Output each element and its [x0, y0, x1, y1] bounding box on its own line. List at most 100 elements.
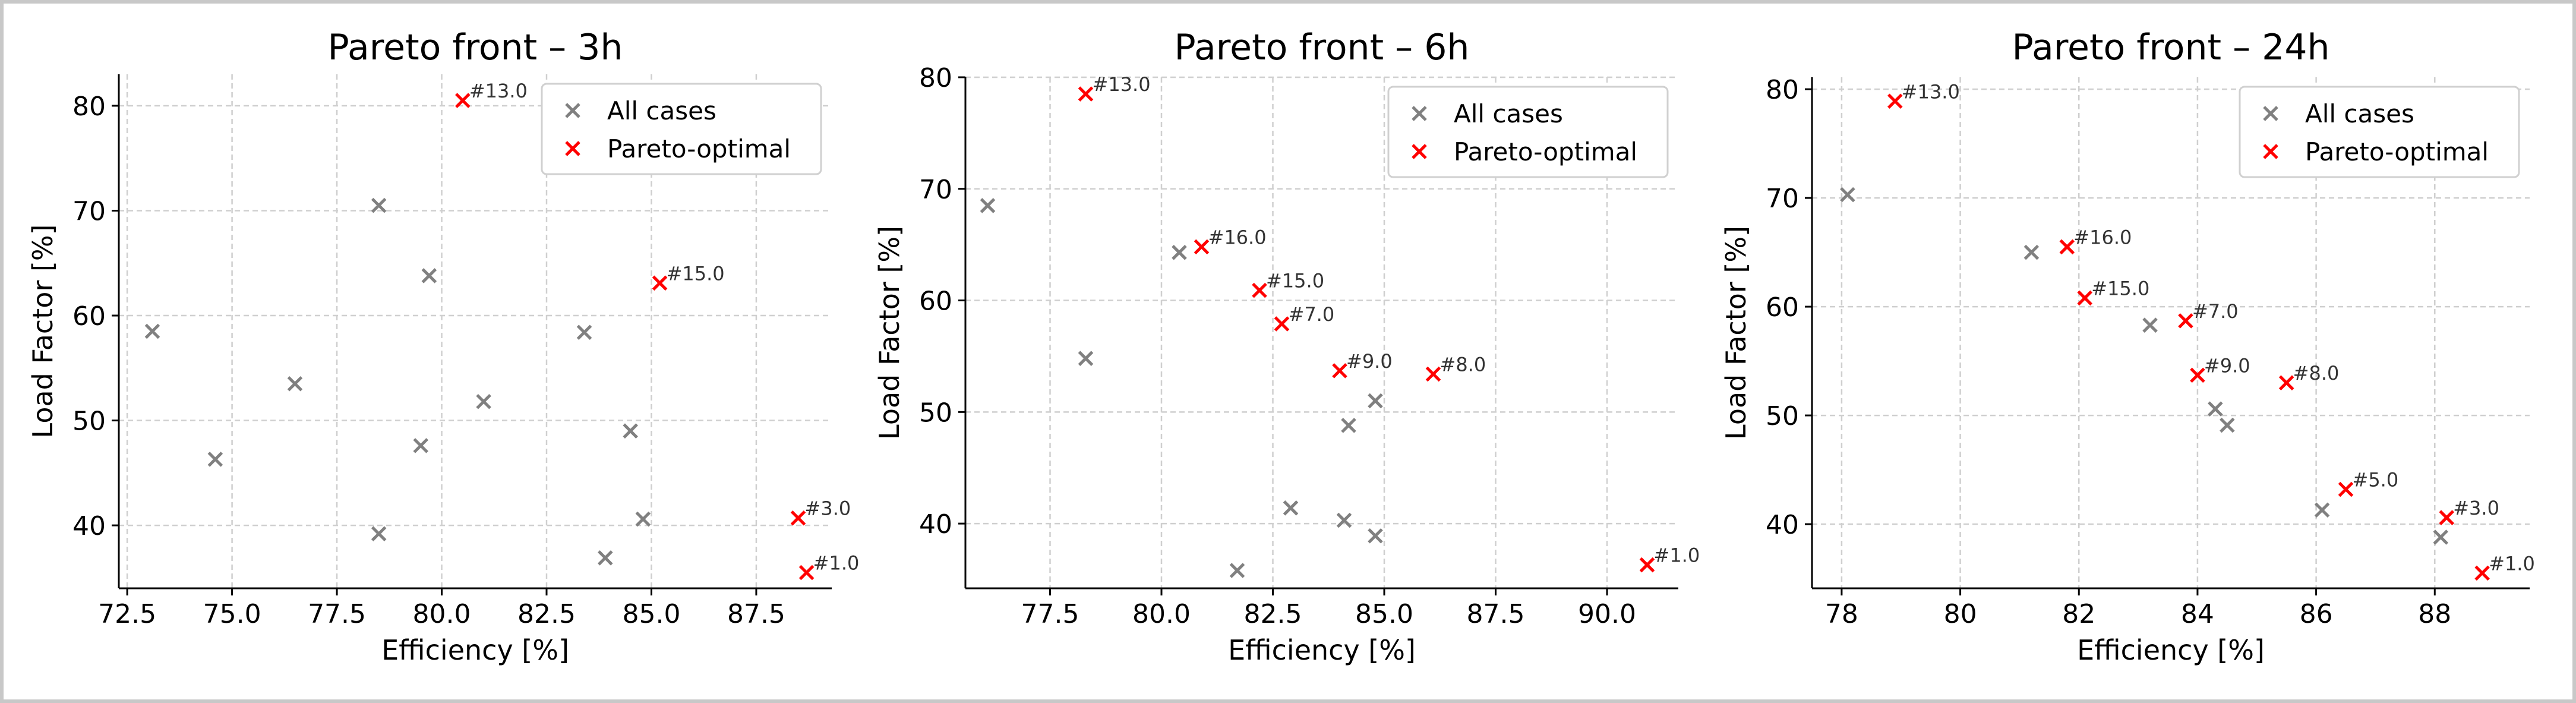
y-tick-label: 70: [919, 175, 952, 205]
x-tick-label: 77.5: [308, 599, 366, 629]
legend-entry-label: Pareto-optimal: [2305, 137, 2489, 166]
all-cases-point: [371, 197, 387, 213]
x-tick-label: 85.0: [1355, 599, 1413, 629]
series-all-cases: [1840, 187, 2449, 545]
point-label: #1.0: [1654, 544, 1700, 567]
pareto-point: [1194, 239, 1210, 255]
all-cases-point: [413, 438, 429, 453]
x-tick-label: 85.0: [622, 599, 680, 629]
y-tick-label: 80: [919, 63, 952, 93]
pareto-point: [790, 510, 806, 526]
x-tick-label: 80: [1944, 599, 1977, 629]
all-cases-point: [1229, 563, 1245, 578]
x-tick-label: 82.5: [1244, 599, 1302, 629]
chart-title: Pareto front – 24h: [2012, 27, 2329, 68]
chart-title: Pareto front – 3h: [328, 27, 623, 68]
point-label: #13.0: [1902, 80, 1960, 103]
legend-box: [2239, 86, 2520, 178]
all-cases-point: [1840, 187, 1855, 203]
x-tick-label: 87.5: [727, 599, 785, 629]
point-label: #16.0: [1208, 226, 1267, 248]
y-axis-label: Load Factor [%]: [1720, 226, 1752, 440]
point-label: #1.0: [2489, 552, 2535, 575]
point-label: #9.0: [2204, 354, 2250, 377]
legend-marker-icon: [565, 103, 580, 118]
x-tick-label: 87.5: [1467, 599, 1525, 629]
x-tick-label: 80.0: [413, 599, 471, 629]
pareto-point: [455, 93, 471, 108]
y-tick-label: 40: [1766, 510, 1799, 540]
y-tick-label: 40: [72, 511, 106, 541]
point-label: #3.0: [805, 497, 851, 520]
x-tick-label: 80.0: [1132, 599, 1191, 629]
all-cases-point: [207, 452, 223, 467]
legend-marker-icon: [1412, 106, 1427, 121]
all-cases-point: [1172, 245, 1187, 260]
pareto-point: [798, 565, 815, 581]
chart-panel-1: 72.5 75.0 77.5 80.0 82.5 85.0 87.5 40 50 60 70 80 Pa…: [27, 27, 859, 666]
all-cases-point: [635, 511, 651, 527]
all-cases-point: [1336, 512, 1352, 528]
x-tick-label: 82: [2062, 599, 2095, 629]
legend-marker-icon: [2263, 106, 2278, 121]
y-tick-label: 70: [1766, 184, 1799, 214]
pareto-point: [1425, 366, 1441, 382]
all-cases-point: [1368, 393, 1383, 409]
all-cases-point: [623, 423, 638, 439]
all-cases-point: [421, 268, 437, 283]
x-tick-label: 72.5: [98, 599, 156, 629]
x-axis-label: Efficiency [%]: [2077, 634, 2265, 666]
x-axis-label: Efficiency [%]: [381, 634, 569, 666]
y-tick-label: 70: [72, 196, 106, 226]
pareto-point: [652, 275, 668, 291]
y-tick-label: 40: [919, 509, 952, 540]
all-cases-point: [2433, 529, 2449, 545]
all-cases-point: [144, 323, 160, 339]
pareto-point: [2178, 313, 2193, 329]
all-cases-point: [1368, 528, 1383, 544]
legend-box: [541, 83, 822, 175]
pareto-point: [2338, 481, 2354, 497]
legend-entry-label: All cases: [1454, 99, 1563, 128]
point-label: #15.0: [667, 262, 725, 285]
chart-title: Pareto front – 6h: [1175, 27, 1470, 68]
legend: All cases Pareto-optimal: [1387, 86, 1669, 178]
legend-entry-label: Pareto-optimal: [607, 134, 791, 163]
series-pareto-optimal: #13.0 #15.0 #3.0 #1.0: [455, 80, 859, 581]
x-axis-label: Efficiency [%]: [1228, 634, 1416, 666]
legend: All cases Pareto-optimal: [2239, 86, 2520, 178]
pareto-point: [1274, 316, 1290, 332]
pareto-point: [2439, 510, 2454, 525]
x-tick-label: 75.0: [203, 599, 261, 629]
series-pareto-optimal: #13.0 #16.0 #15.0 #7.0 #9.0 #8.0 #5.0 #3.0 #1.0: [1887, 80, 2535, 581]
y-tick-label: 50: [919, 398, 952, 428]
x-tick-label: 90.0: [1578, 599, 1636, 629]
x-tick-label: 88: [2418, 599, 2451, 629]
legend-marker-icon: [2263, 144, 2278, 159]
grid-lines: [1812, 77, 2530, 588]
pareto-point: [2077, 290, 2093, 306]
pareto-point: [2059, 239, 2075, 255]
all-cases-point: [287, 376, 303, 392]
point-label: #15.0: [1266, 270, 1324, 292]
pareto-point: [1078, 86, 1094, 102]
x-tick-label: 84: [2181, 599, 2214, 629]
all-cases-point: [1078, 351, 1094, 366]
all-cases-point: [2220, 417, 2235, 433]
point-label: #7.0: [1289, 303, 1335, 326]
all-cases-point: [598, 550, 613, 566]
y-tick-label: 80: [72, 92, 106, 122]
point-label: #15.0: [2091, 277, 2149, 300]
pareto-point: [1887, 93, 1903, 109]
pareto-point: [1332, 363, 1347, 379]
all-cases-point: [2023, 244, 2040, 260]
pareto-point: [2474, 565, 2490, 581]
point-label: #8.0: [2293, 362, 2340, 384]
all-cases-point: [980, 198, 996, 213]
chart-panel-2: 77.5 80.0 82.5 85.0 87.5 90.0 40 50 60 70 80 Pareto…: [873, 27, 1700, 666]
legend-marker-icon: [565, 141, 580, 156]
point-label: #5.0: [2353, 468, 2399, 491]
y-tick-label: 80: [1766, 75, 1799, 105]
grid-lines: [119, 74, 832, 588]
legend-entry-label: All cases: [2305, 99, 2414, 128]
